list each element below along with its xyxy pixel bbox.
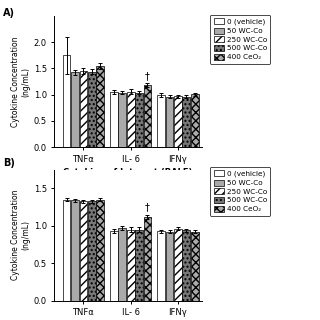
Text: B): B)	[3, 158, 15, 168]
Bar	[88, 72, 96, 147]
Legend: 0 (vehicle), 50 WC-Co, 250 WC-Co, 500 WC-Co, 400 CeO₂: 0 (vehicle), 50 WC-Co, 250 WC-Co, 500 WC…	[210, 167, 270, 216]
Bar	[135, 92, 143, 147]
Bar	[174, 96, 182, 147]
Text: A): A)	[3, 8, 15, 18]
Bar	[191, 232, 199, 301]
Bar	[127, 229, 134, 301]
Y-axis label: Cytokine Concentration
(ng/mL): Cytokine Concentration (ng/mL)	[12, 190, 31, 280]
Y-axis label: Cytokine Concentration
(ng/mL): Cytokine Concentration (ng/mL)	[12, 36, 31, 127]
Bar	[80, 201, 87, 301]
Bar	[63, 55, 70, 147]
Bar	[182, 97, 190, 147]
Bar	[63, 200, 70, 301]
Bar	[174, 229, 182, 301]
Bar	[135, 229, 143, 301]
Bar	[144, 217, 151, 301]
Bar	[157, 231, 165, 301]
Text: †: †	[145, 202, 150, 212]
Bar	[110, 231, 118, 301]
Bar	[166, 97, 173, 147]
Bar	[144, 85, 151, 147]
Bar	[80, 71, 87, 147]
Bar	[110, 92, 118, 147]
Bar	[118, 92, 126, 147]
Bar	[88, 201, 96, 301]
Bar	[157, 95, 165, 147]
Bar	[127, 92, 134, 147]
Bar	[191, 94, 199, 147]
Legend: 0 (vehicle), 50 WC-Co, 250 WC-Co, 500 WC-Co, 400 CeO₂: 0 (vehicle), 50 WC-Co, 250 WC-Co, 500 WC…	[210, 15, 270, 64]
Bar	[182, 230, 190, 301]
X-axis label: Cytokine of Interest (BALF): Cytokine of Interest (BALF)	[63, 168, 193, 177]
Bar	[166, 232, 173, 301]
Bar	[96, 200, 104, 301]
Bar	[96, 66, 104, 147]
Bar	[71, 72, 79, 147]
Bar	[71, 200, 79, 301]
Bar	[118, 228, 126, 301]
Text: †: †	[145, 72, 150, 82]
